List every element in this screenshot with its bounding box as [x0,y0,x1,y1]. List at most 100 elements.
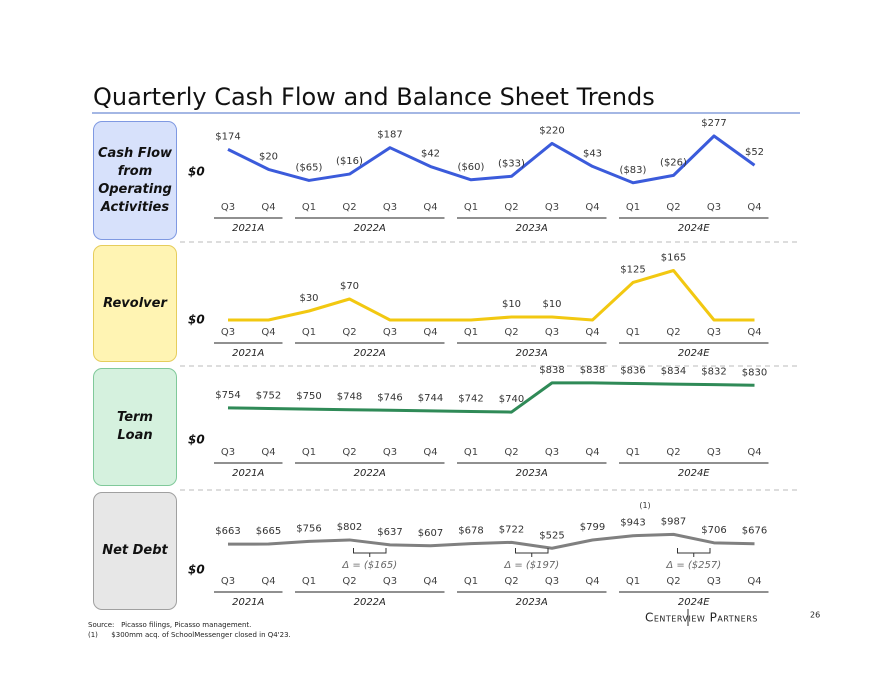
value-label: ($60) [458,162,485,173]
x-tick-label: Q1 [464,447,478,458]
x-tick-label: Q4 [585,447,599,458]
x-tick-label: Q1 [626,327,640,338]
x-tick-label: Q4 [423,576,437,587]
x-tick-label: Q4 [747,202,761,213]
year-label: 2021A [232,468,264,479]
x-tick-label: Q2 [504,202,518,213]
value-label: ($65) [296,162,323,173]
year-label: 2024E [678,348,710,359]
value-label: $799 [580,522,605,533]
delta-bracket [515,548,549,557]
value-label: $42 [421,149,440,160]
year-label: 2022A [354,223,386,234]
delta-label: Δ = ($165) [341,560,397,571]
footnote-marker: (1) [88,631,98,639]
footnote: (1) $300mm acq. of SchoolMessenger close… [88,631,291,639]
row-label: Term Loan [117,410,153,443]
value-label: $746 [377,392,402,403]
value-label: $830 [742,367,767,378]
value-label: $750 [296,391,321,402]
x-tick-label: Q1 [626,576,640,587]
y-tick-label: $0 [188,563,205,577]
x-tick-label: Q3 [221,202,235,213]
x-tick-label: Q3 [707,202,721,213]
row-label: Revolver [103,295,167,311]
value-label: $752 [256,391,281,402]
x-tick-label: Q1 [464,202,478,213]
value-label: $220 [539,125,564,136]
year-label: 2024E [678,468,710,479]
x-tick-label: Q3 [383,202,397,213]
x-tick-label: Q1 [626,447,640,458]
row-label-box: Cash Flow from Operating Activities [93,121,177,240]
value-label: $838 [580,365,605,376]
year-label: 2022A [354,348,386,359]
x-tick-label: Q1 [464,327,478,338]
year-label: 2022A [354,468,386,479]
x-tick-label: Q4 [423,202,437,213]
year-label: 2021A [232,223,264,234]
x-tick-label: Q4 [585,327,599,338]
value-label: $277 [701,118,726,129]
value-label: $10 [542,299,561,310]
x-tick-label: Q3 [545,327,559,338]
row-label-box: Term Loan [93,368,177,486]
x-tick-label: Q1 [302,447,316,458]
delta-label: Δ = ($257) [665,560,721,571]
year-label: 2021A [232,597,264,608]
slide-title: Quarterly Cash Flow and Balance Sheet Tr… [93,83,655,111]
x-tick-label: Q1 [302,327,316,338]
source-label: Source: [88,621,115,629]
value-label: $174 [215,131,240,142]
value-label: $678 [458,526,483,537]
x-tick-label: Q2 [342,576,356,587]
y-tick-label: $0 [188,165,205,179]
value-label: $187 [377,130,402,141]
x-tick-label: Q2 [504,576,518,587]
line [227,381,755,414]
x-tick-label: Q3 [545,447,559,458]
value-label: $52 [745,147,764,158]
value-label: $756 [296,523,321,534]
x-tick-label: Q2 [342,202,356,213]
x-tick-label: Q1 [302,576,316,587]
row-label: Cash Flow from Operating Activities [97,145,173,215]
delta-bracket [677,548,711,557]
value-label: $30 [299,293,318,304]
value-label: $637 [377,527,402,538]
year-label: 2024E [678,223,710,234]
value-label: $742 [458,393,483,404]
x-tick-label: Q3 [221,327,235,338]
year-label: 2023A [516,468,548,479]
value-label: $744 [418,393,443,404]
source: Source: Picasso filings, Picasso managem… [88,621,251,629]
line [228,269,755,322]
x-tick-label: Q2 [342,447,356,458]
row-label-box: Net Debt [93,492,177,610]
x-tick-label: Q4 [261,447,275,458]
value-label: ($83) [620,165,647,176]
x-tick-label: Q4 [747,576,761,587]
footnote-text: $300mm acq. of SchoolMessenger closed in… [111,631,291,639]
value-label: ($26) [660,157,687,168]
year-label: 2023A [516,348,548,359]
footnote-marker: (1) [639,501,650,510]
x-tick-label: Q3 [707,447,721,458]
x-tick-label: Q3 [707,327,721,338]
value-label: $838 [539,365,564,376]
year-label: 2024E [678,597,710,608]
value-label: $125 [620,265,645,276]
x-tick-label: Q1 [302,202,316,213]
value-label: $525 [539,530,564,541]
value-label: $663 [215,526,240,537]
x-tick-label: Q2 [666,576,680,587]
value-label: ($33) [498,158,525,169]
page-number: 26 [810,611,820,620]
value-label: $722 [499,524,524,535]
value-label: $706 [701,525,726,536]
x-tick-label: Q4 [747,327,761,338]
value-label: $70 [340,281,359,292]
delta-bracket [353,548,387,557]
x-tick-label: Q3 [545,202,559,213]
value-label: $748 [337,392,362,403]
